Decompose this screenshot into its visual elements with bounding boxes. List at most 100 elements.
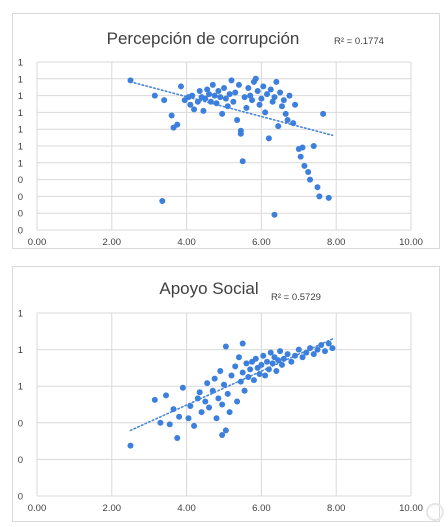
data-point: [213, 100, 220, 107]
y-tick-label: 0: [18, 455, 23, 466]
data-point: [196, 88, 203, 95]
data-point: [174, 121, 181, 128]
data-point: [239, 158, 246, 165]
data-point: [295, 346, 302, 353]
data-point: [280, 355, 287, 362]
data-point: [278, 103, 285, 110]
x-tick-label: 4.00: [177, 503, 196, 514]
data-point: [241, 387, 248, 394]
data-point: [224, 390, 231, 397]
data-point: [179, 384, 186, 391]
data-point: [258, 95, 265, 102]
data-point: [239, 369, 246, 376]
x-tick-label: 8.00: [327, 237, 346, 248]
data-point: [232, 363, 239, 370]
y-tick-label: 1: [18, 382, 23, 393]
r-squared-label: R² = 0.1774: [334, 36, 384, 47]
data-point: [264, 358, 271, 365]
data-point: [278, 361, 285, 368]
data-point: [290, 120, 297, 127]
data-point: [211, 375, 218, 382]
data-point: [191, 422, 198, 429]
data-point: [191, 106, 198, 113]
trendline: [129, 81, 334, 137]
data-point: [226, 91, 233, 98]
data-point: [260, 352, 267, 359]
data-point: [189, 92, 196, 99]
data-point: [254, 88, 261, 95]
data-point: [202, 95, 209, 102]
y-tick-label: 1: [18, 58, 23, 69]
data-point: [222, 95, 229, 102]
data-point: [245, 84, 252, 91]
data-point: [168, 112, 175, 119]
data-point: [221, 84, 227, 91]
data-point: [196, 389, 203, 396]
chart-card-corrupcion: 0 0 0 0 1 1 1 1 1 1 1 0.00 2.00 4.00 6.00 8.00 10.00 Per…: [12, 13, 440, 249]
chart-card-apoyo-social: 0 0 0 1 1 1 0.00 2.00 4.00 6.00 8.00 10.00 Apoyo So…: [12, 266, 440, 522]
data-point: [258, 361, 265, 368]
data-point: [221, 381, 227, 388]
data-point: [262, 109, 269, 116]
y-tick-label: 0: [18, 175, 23, 186]
x-tick-label: 0.00: [28, 237, 47, 248]
data-point: [288, 358, 295, 365]
y-tick-label: 1: [18, 91, 23, 102]
data-point: [267, 349, 274, 356]
y-tick-label: 1: [18, 108, 23, 119]
data-point: [237, 127, 244, 134]
y-tick-label: 1: [18, 142, 23, 153]
data-point: [284, 351, 291, 358]
r-squared-label: R² = 0.5729: [271, 292, 321, 303]
data-point: [271, 94, 278, 101]
data-point: [321, 348, 328, 355]
y-tick-label: 0: [18, 192, 23, 203]
y-tick-label: 0: [18, 418, 23, 429]
data-point: [213, 415, 220, 422]
data-point: [301, 162, 308, 169]
data-point: [286, 92, 293, 99]
data-point: [170, 406, 177, 413]
data-point: [320, 110, 327, 117]
data-point: [269, 360, 276, 367]
data-point: [267, 86, 274, 93]
data-point: [275, 357, 282, 364]
x-tick-label: 10.00: [399, 503, 423, 514]
y-tick-label: 1: [18, 345, 23, 356]
data-point: [314, 184, 321, 191]
y-tick-label: 1: [18, 309, 23, 320]
data-point: [243, 104, 250, 111]
y-tick-label: 0: [18, 226, 23, 237]
data-point: [226, 409, 233, 416]
data-point: [206, 404, 213, 411]
data-point: [307, 345, 314, 352]
data-point: [241, 94, 248, 101]
data-point: [256, 371, 263, 377]
y-tick-label: 0: [18, 492, 23, 503]
data-point: [280, 97, 287, 104]
data-point: [310, 143, 317, 149]
data-point: [159, 197, 166, 204]
data-point: [247, 92, 254, 99]
data-point: [215, 88, 222, 95]
data-point: [307, 176, 314, 183]
data-point: [194, 98, 201, 105]
data-point: [269, 98, 276, 105]
data-point: [127, 442, 134, 449]
x-tick-label: 0.00: [28, 503, 47, 514]
data-point: [314, 346, 321, 353]
data-point: [260, 83, 267, 90]
data-point: [224, 103, 231, 110]
data-point: [232, 89, 239, 96]
data-point: [329, 345, 336, 352]
data-point: [256, 101, 263, 108]
data-point: [250, 377, 257, 384]
y-tick-label: 1: [18, 74, 23, 85]
x-tick-label: 8.00: [327, 503, 346, 514]
data-point: [284, 117, 291, 124]
data-point: [219, 432, 226, 438]
data-point: [273, 367, 280, 374]
data-point: [209, 387, 216, 394]
chart-title: Apoyo Social: [159, 279, 259, 298]
y-tick-label: 1: [18, 125, 23, 136]
